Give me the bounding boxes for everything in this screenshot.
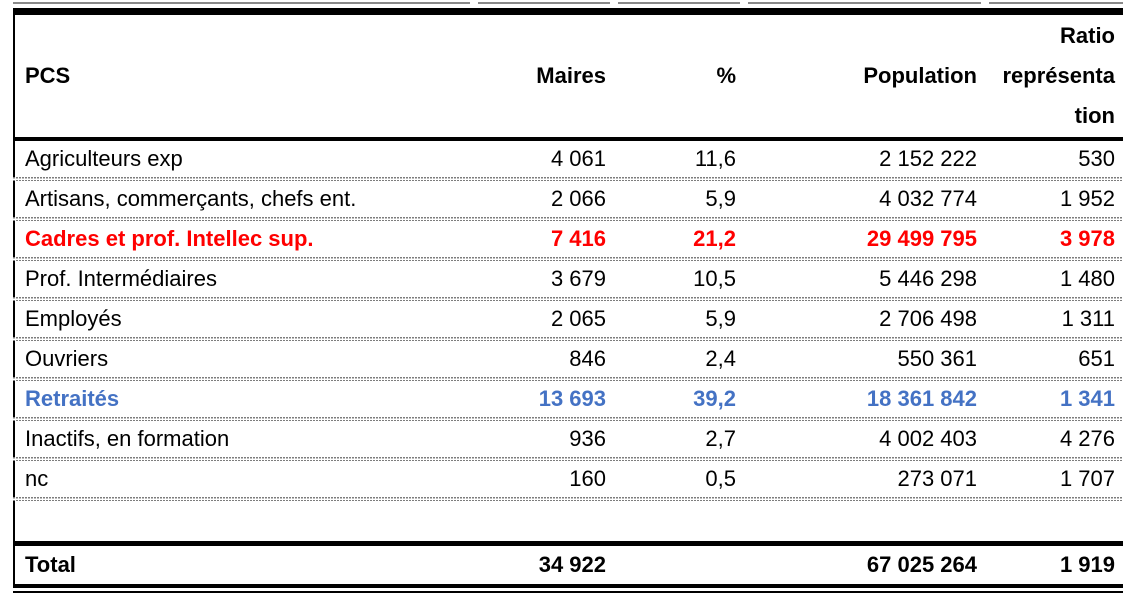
top-tick-line [13, 2, 1123, 4]
total-ratio: 1 919 [1059, 552, 1115, 577]
cell-maires: 160 [569, 466, 606, 491]
row-label: Employés [25, 306, 122, 331]
row-separator [13, 297, 1123, 301]
cell-percent: 2,7 [705, 426, 736, 451]
cell-population: 550 361 [897, 346, 977, 371]
cell-percent: 5,9 [705, 186, 736, 211]
row-label: Artisans, commerçants, chefs ent. [25, 186, 357, 211]
row-separator [13, 257, 1123, 261]
row-label: Agriculteurs exp [25, 146, 183, 171]
row-label: Inactifs, en formation [25, 426, 230, 451]
bottom-border-outer [13, 584, 1123, 588]
cell-population: 4 032 774 [879, 186, 977, 211]
cell-maires: 4 061 [550, 146, 606, 171]
row-separator [13, 337, 1123, 341]
header-percent: % [716, 63, 736, 88]
row-label: Ouvriers [25, 346, 109, 371]
row-label: nc [25, 466, 49, 491]
table-row-highlighted-blue: Retraités 13 693 39,2 18 361 842 1 341 [13, 381, 1123, 417]
cell-maires: 2 066 [550, 186, 606, 211]
header-ratio-line2: représenta [1002, 63, 1115, 88]
table-row: nc 160 0,5 273 071 1 707 [13, 461, 1123, 497]
cell-population: 5 446 298 [879, 266, 977, 291]
cell-percent: 39,2 [693, 386, 736, 411]
table-row: Prof. Intermédiaires 3 679 10,5 5 446 29… [13, 261, 1123, 297]
cell-maires: 936 [569, 426, 606, 451]
cell-ratio: 3 978 [1059, 226, 1115, 251]
cell-population: 29 499 795 [866, 226, 977, 251]
table-row-highlighted-red: Cadres et prof. Intellec sup. 7 416 21,2… [13, 221, 1123, 257]
table-row: Artisans, commerçants, chefs ent. 2 066 … [13, 181, 1123, 217]
table-body: Agriculteurs exp 4 061 11,6 2 152 222 53… [13, 141, 1123, 593]
bottom-border-inner [13, 591, 1123, 593]
table-total-row: Total 34 922 67 025 264 1 919 [13, 546, 1123, 584]
cell-population: 18 361 842 [866, 386, 977, 411]
header-ratio-line1: Ratio [1060, 23, 1115, 48]
cell-ratio: 1 707 [1059, 466, 1115, 491]
total-maires: 34 922 [538, 552, 606, 577]
header-pcs: PCS [25, 63, 71, 88]
total-label: Total [25, 552, 76, 577]
row-separator [13, 217, 1123, 221]
table-top-border [13, 8, 1123, 15]
row-label: Prof. Intermédiaires [25, 266, 217, 291]
cell-population: 4 002 403 [879, 426, 977, 451]
table-row: Agriculteurs exp 4 061 11,6 2 152 222 53… [13, 141, 1123, 177]
pcs-maires-table: PCS Maires % Population Ratio représenta… [13, 0, 1123, 597]
cell-population: 273 071 [897, 466, 977, 491]
cell-maires: 2 065 [550, 306, 606, 331]
total-population: 67 025 264 [866, 552, 977, 577]
cell-percent: 0,5 [705, 466, 736, 491]
header-population: Population [863, 63, 977, 88]
cell-maires: 3 679 [550, 266, 606, 291]
total-top-border [13, 541, 1123, 546]
spacer-row [13, 501, 1123, 541]
cell-ratio: 651 [1078, 346, 1115, 371]
table-left-border [13, 15, 15, 588]
cell-population: 2 152 222 [879, 146, 977, 171]
cell-ratio: 1 311 [1061, 306, 1115, 331]
cell-population: 2 706 498 [879, 306, 977, 331]
row-label: Retraités [25, 386, 120, 411]
cell-ratio: 1 341 [1059, 386, 1115, 411]
cell-percent: 2,4 [705, 346, 736, 371]
table-row: Inactifs, en formation 936 2,7 4 002 403… [13, 421, 1123, 457]
cell-percent: 10,5 [693, 266, 736, 291]
cell-ratio: 4 276 [1059, 426, 1115, 451]
cell-percent: 21,2 [693, 226, 736, 251]
row-separator [13, 177, 1123, 181]
header-maires: Maires [536, 63, 606, 88]
table-header-row: PCS Maires % Population Ratio représenta… [13, 15, 1123, 137]
cell-percent: 11,6 [694, 146, 736, 171]
cell-ratio: 1 480 [1059, 266, 1115, 291]
table-row: Ouvriers 846 2,4 550 361 651 [13, 341, 1123, 377]
cell-maires: 13 693 [538, 386, 606, 411]
header-ratio-representation: Ratio représenta tion [985, 15, 1123, 137]
row-label: Cadres et prof. Intellec sup. [25, 226, 314, 251]
cell-ratio: 530 [1078, 146, 1115, 171]
header-bottom-border [13, 137, 1123, 141]
bottom-border-gap [13, 588, 1123, 591]
table-row: Employés 2 065 5,9 2 706 498 1 311 [13, 301, 1123, 337]
cell-ratio: 1 952 [1059, 186, 1115, 211]
row-separator [13, 497, 1123, 501]
cell-percent: 5,9 [705, 306, 736, 331]
header-ratio-line3: tion [1074, 103, 1115, 128]
cell-maires: 846 [569, 346, 606, 371]
row-separator [13, 457, 1123, 461]
row-separator [13, 377, 1123, 381]
cell-maires: 7 416 [550, 226, 606, 251]
row-separator [13, 417, 1123, 421]
